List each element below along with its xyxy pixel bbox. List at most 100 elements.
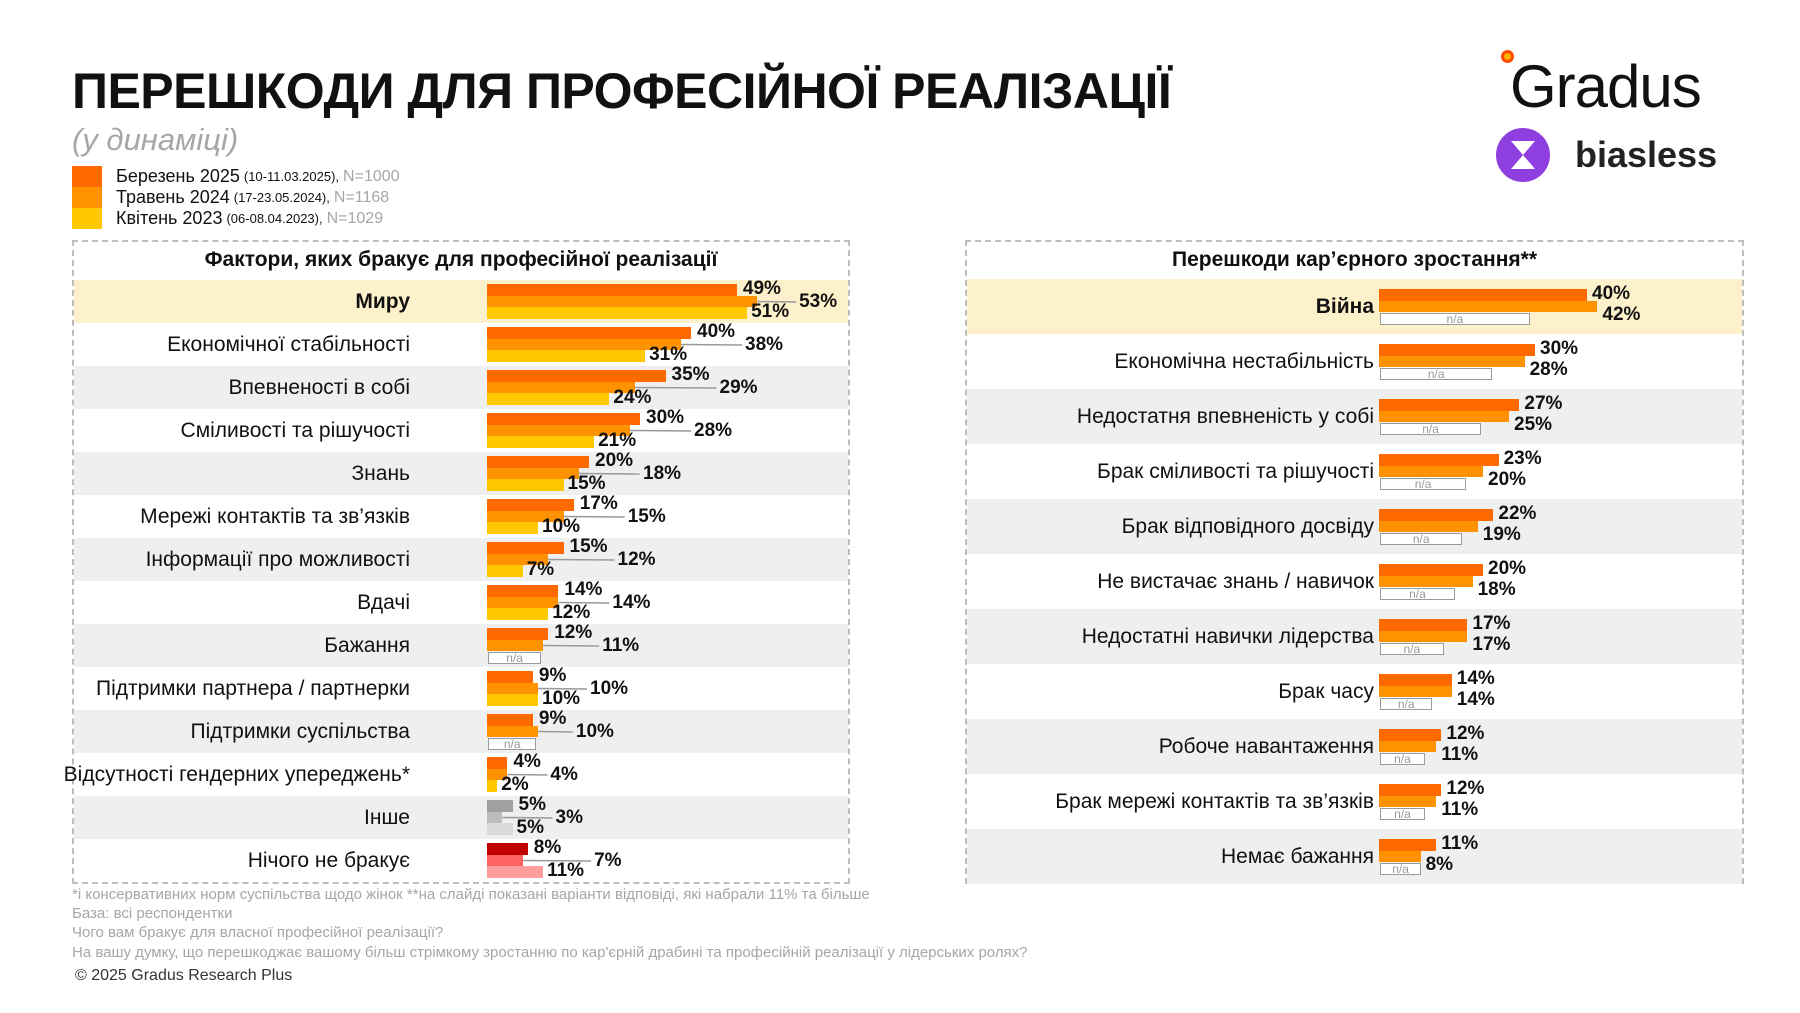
leader-lines bbox=[967, 499, 968, 500]
bar-квітень-2023 bbox=[487, 866, 544, 878]
value-label: 8% bbox=[1425, 854, 1454, 875]
value-label: 10% bbox=[575, 721, 614, 742]
chart-row: Війна 40% 42% n/a bbox=[967, 279, 1742, 334]
bar-березень-2025 bbox=[487, 284, 737, 296]
value-label: 11% bbox=[1441, 799, 1479, 820]
value-label: 14% bbox=[612, 592, 651, 613]
leader-lines bbox=[507, 773, 548, 776]
value-label: 10% bbox=[590, 678, 629, 699]
footnote-question-1: Чого вам бракує для власної професійної … bbox=[72, 924, 444, 941]
value-label: 28% bbox=[694, 420, 733, 441]
category-label: Відсутності гендерних упереджень* bbox=[63, 762, 410, 786]
category-label: Мережі контактів та зв’язків bbox=[140, 504, 410, 528]
leader-line bbox=[629, 429, 692, 432]
leader-lines bbox=[634, 386, 717, 389]
value-label: 30% bbox=[1540, 338, 1579, 359]
category-label: Миру bbox=[355, 289, 410, 313]
leader-line bbox=[680, 343, 743, 346]
leader-lines bbox=[537, 687, 588, 690]
na-placeholder: n/a bbox=[1380, 643, 1444, 655]
legend-dates: (06-08.04.2023), bbox=[226, 211, 323, 226]
bar-березень-2025 bbox=[1379, 784, 1442, 796]
bar-квітень-2023 bbox=[487, 522, 538, 534]
legend-swatch bbox=[72, 166, 102, 187]
bar-березень-2025 bbox=[1379, 509, 1494, 521]
value-label: 11% bbox=[547, 860, 585, 881]
value-label: 9% bbox=[538, 708, 567, 729]
chart-row: Бажання 12% 11% n/a bbox=[74, 623, 848, 667]
value-label: 27% bbox=[1524, 393, 1563, 414]
leader-lines bbox=[558, 601, 610, 604]
bar-травень-2024 bbox=[487, 596, 559, 609]
value-label: 12% bbox=[617, 549, 656, 570]
bar-березень-2025 bbox=[1379, 839, 1437, 851]
chart-row: Вдачі 14% 14% 12% bbox=[74, 580, 848, 624]
bar-березень-2025 bbox=[1379, 454, 1499, 466]
leader-lines bbox=[563, 515, 625, 518]
category-label: Бажання bbox=[324, 633, 410, 657]
bar-березень-2025 bbox=[487, 542, 564, 554]
value-label: 4% bbox=[550, 764, 578, 785]
footnote-question-2: На вашу думку, що перешкоджає вашому біл… bbox=[72, 944, 1028, 961]
category-label: Вдачі bbox=[357, 590, 410, 614]
legend: Березень 2025 (10-11.03.2025), N=1000 Тр… bbox=[72, 166, 400, 229]
category-label: Економічної стабільності bbox=[167, 332, 410, 356]
value-label: 25% bbox=[1514, 414, 1553, 435]
leader-lines bbox=[967, 609, 968, 610]
category-label: Війна bbox=[1315, 294, 1374, 318]
legend-dates: (10-11.03.2025), bbox=[243, 169, 340, 184]
bar-травень-2024 bbox=[1379, 740, 1437, 753]
bar-березень-2025 bbox=[487, 585, 559, 597]
legend-label: Березень 2025 bbox=[116, 166, 240, 186]
value-label: 10% bbox=[542, 516, 581, 537]
bar-травень-2024 bbox=[1379, 520, 1478, 533]
value-label: 15% bbox=[567, 473, 606, 494]
category-label: Не вистачає знань / навичок bbox=[1097, 569, 1374, 593]
value-label: 10% bbox=[542, 688, 581, 709]
bar-травень-2024 bbox=[487, 854, 523, 867]
bar-травень-2024 bbox=[1379, 300, 1598, 313]
chart-row: Робоче навантаження 12% 11% n/a bbox=[967, 719, 1742, 774]
category-label: Знань bbox=[351, 461, 411, 485]
na-placeholder: n/a bbox=[1380, 478, 1467, 490]
bar-травень-2024 bbox=[487, 639, 544, 652]
value-label: 17% bbox=[1472, 613, 1511, 634]
gradus-logo: Gradus bbox=[1510, 53, 1702, 120]
chart-row: Недостатні навички лідерства 17% 17% n/a bbox=[967, 609, 1742, 664]
chart-row: Знань 20% 18% 15% bbox=[74, 451, 848, 495]
category-label: Недостатні навички лідерства bbox=[1081, 624, 1374, 648]
value-label: 11% bbox=[1441, 833, 1479, 854]
bar-травень-2024 bbox=[1379, 795, 1437, 808]
bar-травень-2024 bbox=[487, 295, 758, 308]
bar-квітень-2023 bbox=[487, 393, 610, 405]
category-label: Брак сміливості та рішучості bbox=[1097, 459, 1374, 483]
category-label: Брак мережі контактів та зв’язків bbox=[1055, 789, 1374, 813]
footnote-base: База: всі респондентки bbox=[72, 905, 233, 922]
category-label: Підтримки партнера / партнерки bbox=[95, 676, 410, 700]
chart-row: Інформації про можливості 15% 12% 7% bbox=[74, 537, 848, 581]
na-placeholder: n/a bbox=[1380, 313, 1530, 325]
bar-квітень-2023 bbox=[487, 608, 549, 620]
bar-березень-2025 bbox=[487, 757, 508, 769]
leader-line bbox=[548, 558, 615, 561]
bar-травень-2024 bbox=[1379, 685, 1452, 698]
value-label: 24% bbox=[613, 387, 652, 408]
value-label: 7% bbox=[594, 850, 622, 871]
page-title: ПЕРЕШКОДИ ДЛЯ ПРОФЕСІЙНОЇ РЕАЛІЗАЦІЇ bbox=[72, 63, 1172, 119]
bar-травень-2024 bbox=[487, 510, 564, 523]
bar-березень-2025 bbox=[487, 499, 574, 511]
chart-row: Підтримки суспільства 9% 10% n/a bbox=[74, 708, 848, 753]
value-label: 2% bbox=[501, 774, 529, 795]
chart-title: Перешкоди кар’єрного зростання** bbox=[1172, 248, 1537, 271]
bar-березень-2025 bbox=[487, 413, 640, 425]
bar-березень-2025 bbox=[1379, 674, 1452, 686]
chart-row: Економічна нестабільність 30% 28% n/a bbox=[967, 334, 1742, 389]
bar-травень-2024 bbox=[487, 381, 635, 394]
category-label: Недостатня впевненість у собі bbox=[1076, 404, 1374, 428]
bar-травень-2024 bbox=[487, 725, 538, 738]
chart-row: Інше 5% 3% 5% bbox=[74, 795, 848, 839]
page-subtitle: (у динаміці) bbox=[72, 122, 239, 157]
value-label: 40% bbox=[1592, 283, 1631, 304]
value-label: 4% bbox=[513, 751, 541, 772]
bar-квітень-2023 bbox=[487, 780, 498, 792]
